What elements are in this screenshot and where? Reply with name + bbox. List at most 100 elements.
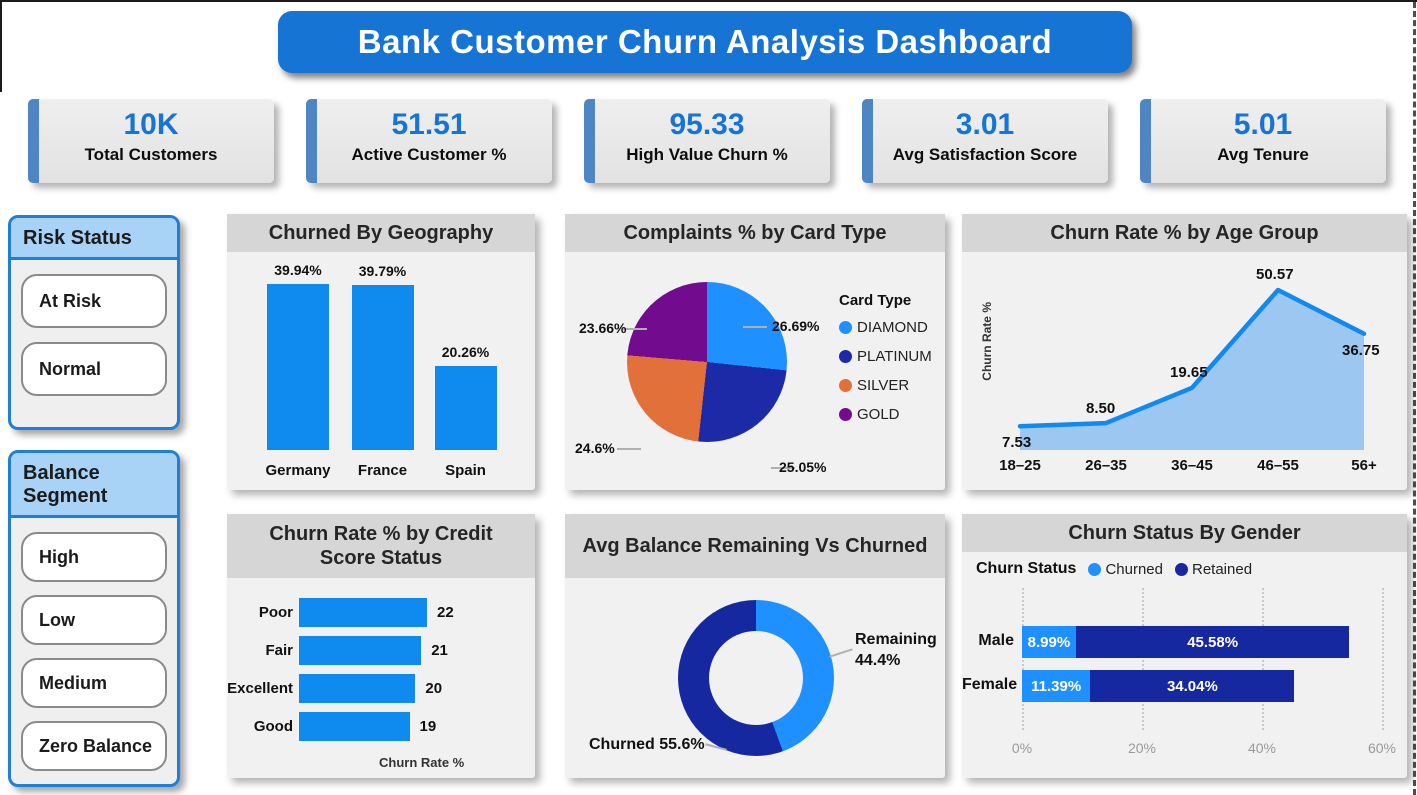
x-tick-label: 60% [1367, 740, 1397, 756]
category-label: Fair [265, 642, 293, 659]
callout-line [617, 448, 641, 450]
slice-label-churned: Churned 55.6% [589, 736, 705, 754]
slicer-title: Balance Segment [11, 453, 177, 518]
slicer-options: At Risk Normal [11, 260, 177, 406]
x-tick-label: 18–25 [999, 457, 1041, 474]
data-label: 36.75 [1342, 342, 1380, 359]
legend-dot-icon [839, 350, 852, 363]
legend-item-retained[interactable]: Retained [1175, 561, 1252, 578]
bar-row-good: Good 19 [227, 712, 535, 741]
chart-churn-status-by-gender: Churn Status By Gender Churn Status Chur… [962, 514, 1407, 778]
bar-row-poor: Poor 22 [227, 598, 535, 627]
kpi-card-total-customers: 10K Total Customers [28, 99, 274, 183]
chart-avg-balance-remaining-vs-churned: Avg Balance Remaining Vs Churned Remaini… [565, 514, 945, 778]
kpi-card-active-customer-pct: 51.51 Active Customer % [306, 99, 552, 183]
legend-item-churned[interactable]: Churned [1088, 561, 1163, 578]
stacked-bar-male: 8.99% 45.58% [1022, 626, 1350, 658]
gridline [1022, 588, 1024, 730]
kpi-value: 10K [123, 108, 179, 141]
bar-france[interactable] [351, 284, 414, 450]
chart-title: Churned By Geography [227, 214, 535, 252]
legend-item-gold[interactable]: GOLD [839, 406, 932, 423]
slicer-option-high[interactable]: High [21, 532, 167, 582]
kpi-label: Total Customers [84, 145, 218, 164]
bar-good[interactable] [299, 712, 410, 741]
stacked-bar-female: 11.39% 34.04% [1022, 670, 1295, 702]
area-line [1017, 287, 1367, 429]
slice-label-remaining: Remaining 44.4% [855, 630, 937, 672]
donut-chart[interactable] [678, 600, 834, 756]
kpi-label: Active Customer % [351, 145, 507, 164]
callout-line [743, 326, 767, 328]
kpi-accent-bar [1140, 99, 1151, 183]
pie-chart[interactable] [627, 282, 787, 442]
x-tick-label: 26–35 [1085, 457, 1127, 474]
category-label: Excellent [227, 680, 293, 697]
legend-dot-icon [839, 321, 852, 334]
legend-item-silver[interactable]: SILVER [839, 377, 932, 394]
segment-male-churned[interactable]: 8.99% [1022, 626, 1076, 658]
slicer-option-low[interactable]: Low [21, 595, 167, 645]
credit-plot-area: Poor 22 Fair 21 Excellent 20 Good 19 Chu… [227, 578, 535, 778]
kpi-card-avg-tenure: 5.01 Avg Tenure [1140, 99, 1386, 183]
y-axis-label: Churn Rate % [980, 302, 994, 381]
pie-legend: Card Type DIAMOND PLATINUM SILVER GOLD [839, 292, 932, 435]
slice-label-diamond: 26.69% [772, 318, 820, 334]
legend-label: SILVER [857, 377, 910, 394]
slicer-option-normal[interactable]: Normal [21, 342, 167, 396]
x-tick-label: 56+ [1351, 457, 1377, 474]
bar-fair[interactable] [299, 636, 422, 665]
bar-germany[interactable] [266, 284, 329, 450]
segment-female-churned[interactable]: 11.39% [1022, 670, 1091, 702]
data-label: 39.94% [274, 262, 322, 278]
kpi-value: 95.33 [669, 108, 745, 141]
area-chart[interactable] [962, 252, 1407, 490]
kpi-label: Avg Satisfaction Score [892, 145, 1078, 164]
x-tick-label: 20% [1127, 740, 1157, 756]
legend-dot-icon [1175, 562, 1188, 576]
area-fill [1020, 290, 1364, 450]
bar-column-france: 39.79% France [351, 252, 414, 490]
segment-female-retained[interactable]: 34.04% [1090, 670, 1295, 702]
kpi-accent-bar [584, 99, 595, 183]
chart-title: Churn Status By Gender [962, 514, 1407, 552]
chart-title: Complaints % by Card Type [565, 214, 945, 252]
slice-label-platinum: 25.05% [779, 459, 827, 475]
legend-label: GOLD [857, 406, 900, 423]
donut-plot-area: Remaining 44.4% Churned 55.6% [565, 578, 945, 778]
gridline [1262, 588, 1264, 730]
category-label: Good [253, 718, 293, 735]
legend-item-diamond[interactable]: DIAMOND [839, 319, 932, 336]
kpi-accent-bar [28, 99, 39, 183]
data-label: 7.53 [1002, 434, 1032, 451]
callout-line [623, 328, 647, 330]
bar-spain[interactable] [434, 365, 497, 450]
pie-plot-area: 23.66% 26.69% 24.6% 25.05% Card Type DIA… [565, 252, 945, 490]
chart-title: Avg Balance Remaining Vs Churned [565, 514, 945, 578]
x-tick-label: 46–55 [1257, 457, 1299, 474]
segment-male-retained[interactable]: 45.58% [1075, 626, 1350, 658]
x-tick-label: 0% [1011, 740, 1033, 756]
bar-column-spain: 20.26% Spain [434, 252, 497, 490]
data-label: 19 [419, 718, 437, 735]
legend-item-platinum[interactable]: PLATINUM [839, 348, 932, 365]
gridline [1382, 588, 1384, 730]
chart-churn-rate-by-age-group: Churn Rate % by Age Group Churn Rate % 7… [962, 214, 1407, 490]
legend-label: Churned [1105, 560, 1163, 578]
page-right-dashed-edge [1413, 2, 1416, 795]
bar-excellent[interactable] [299, 674, 416, 703]
chart-title: Churn Rate % by Credit Score Status [227, 514, 535, 578]
gridline [1142, 588, 1144, 730]
category-label: France [357, 461, 408, 479]
kpi-card-high-value-churn-pct: 95.33 High Value Churn % [584, 99, 830, 183]
balance-segment-slicer: Balance Segment High Low Medium Zero Bal… [8, 450, 180, 787]
data-label: 21 [431, 642, 448, 659]
legend-label: Retained [1192, 560, 1253, 578]
slicer-option-zero-balance[interactable]: Zero Balance [21, 721, 167, 771]
slicer-options: High Low Medium Zero Balance [11, 518, 177, 781]
slicer-option-medium[interactable]: Medium [21, 658, 167, 708]
page-left-edge [0, 2, 2, 92]
callout-line [771, 467, 795, 469]
bar-poor[interactable] [299, 598, 427, 627]
slicer-option-at-risk[interactable]: At Risk [21, 274, 167, 328]
